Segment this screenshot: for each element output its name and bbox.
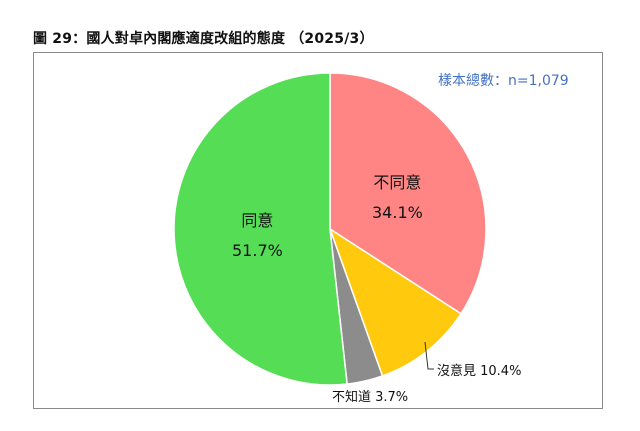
pie-slices [173,72,487,386]
label-agree-name: 同意 [241,211,274,230]
label-dont-know: 不知道 3.7% [332,390,409,405]
label-disagree: 不同意 34.1% [372,169,423,222]
chart-frame [33,52,603,409]
sample-size-note: 樣本總數：n=1,079 [438,73,569,89]
pie-slice-3 [173,72,348,386]
label-no-opinion: 沒意見 10.4% [437,364,522,379]
leader-line-no-opinion [424,341,434,370]
chart-title: 圖 29：國人對卓內閣應適度改組的態度 （2025/3） [33,31,374,47]
label-disagree-name: 不同意 [373,173,422,192]
label-agree-pct: 51.7% [232,241,283,260]
label-agree: 同意 51.7% [232,207,283,260]
label-disagree-pct: 34.1% [372,203,423,222]
pie-slice-1 [328,227,463,377]
